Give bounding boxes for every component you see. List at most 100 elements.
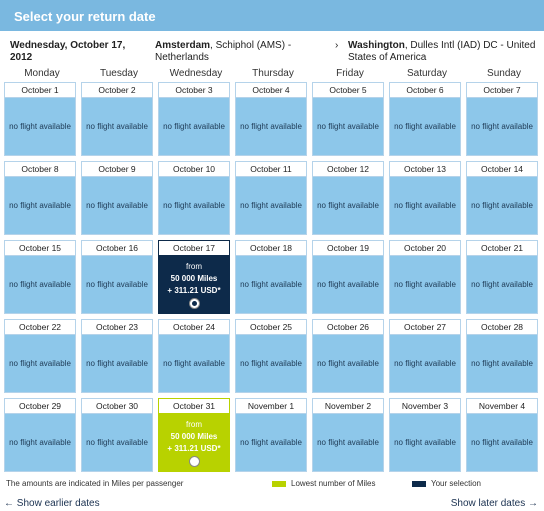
day-cell-body: no flight available: [313, 414, 383, 471]
day-date-label: October 28: [467, 320, 537, 335]
day-cell: October 10 no flight available: [158, 161, 230, 235]
no-flight-label: no flight available: [471, 359, 533, 368]
day-cell: October 12 no flight available: [312, 161, 384, 235]
no-flight-label: no flight available: [394, 359, 456, 368]
day-date-label: October 6: [390, 83, 460, 98]
show-earlier-dates-link[interactable]: ← Show earlier dates: [4, 498, 100, 509]
day-cell-body: no flight available: [5, 414, 75, 471]
fare-price: + 311.21 USD*: [167, 443, 221, 453]
day-cell: October 29 no flight available: [4, 398, 76, 472]
day-cell-body: no flight available: [5, 335, 75, 392]
show-later-dates-label: Show later dates: [450, 498, 526, 509]
no-flight-label: no flight available: [240, 280, 302, 289]
day-cell-body: no flight available: [159, 335, 229, 392]
arrow-left-icon: ←: [4, 498, 14, 509]
weekday-label: Sunday: [487, 68, 521, 79]
fare-miles: 50 000 Miles: [170, 273, 218, 283]
day-cell-body: no flight available: [313, 177, 383, 234]
day-cell: October 24 no flight available: [158, 319, 230, 393]
weekday-label: Saturday: [406, 68, 448, 79]
arrow-right-icon: →: [528, 498, 538, 509]
day-cell-body: no flight available: [236, 414, 306, 471]
day-date-label: October 18: [236, 241, 306, 256]
day-cell: October 16 no flight available: [81, 240, 153, 314]
day-cell-lowest[interactable]: October 31 from 50 000 Miles + 311.21 USD*: [158, 398, 230, 472]
flight-info: Wednesday, October 17, 2012 Amsterdam, S…: [10, 40, 540, 64]
day-date-label: October 16: [82, 241, 152, 256]
day-cell: October 3 no flight available: [158, 82, 230, 156]
day-date-label: October 23: [82, 320, 152, 335]
day-cell-selected[interactable]: October 17 from 50 000 Miles + 311.21 USD*: [158, 240, 230, 314]
day-date-label: October 24: [159, 320, 229, 335]
fare-radio-button[interactable]: [188, 455, 200, 467]
day-date-label: November 4: [467, 399, 537, 414]
lowest-swatch: [272, 480, 286, 487]
calendar-grid: October 1 no flight available October 2 no …: [4, 82, 544, 474]
no-flight-label: no flight available: [394, 438, 456, 447]
no-flight-label: no flight available: [86, 201, 148, 210]
day-cell: October 14 no flight available: [466, 161, 538, 235]
day-cell-body: no flight available: [313, 256, 383, 313]
day-date-label: October 5: [313, 83, 383, 98]
day-date-label: October 12: [313, 162, 383, 177]
day-date-label: October 15: [5, 241, 75, 256]
origin-city: Amsterdam: [155, 40, 211, 51]
legend-selection-label: Your selection: [431, 479, 481, 488]
day-date-label: November 3: [390, 399, 460, 414]
day-cell-body: no flight available: [390, 98, 460, 155]
fare-offer: from 50 000 Miles + 311.21 USD*: [167, 261, 221, 309]
no-flight-label: no flight available: [163, 359, 225, 368]
day-cell: October 22 no flight available: [4, 319, 76, 393]
fare-miles: 50 000 Miles: [170, 431, 218, 441]
no-flight-label: no flight available: [394, 280, 456, 289]
no-flight-label: no flight available: [9, 359, 71, 368]
day-cell-body: no flight available: [390, 177, 460, 234]
day-cell-body: no flight available: [467, 414, 537, 471]
fare-radio-button[interactable]: [188, 297, 200, 309]
day-cell-body: no flight available: [236, 98, 306, 155]
day-cell-body: no flight available: [467, 98, 537, 155]
day-cell: October 1 no flight available: [4, 82, 76, 156]
selection-swatch: [412, 480, 426, 487]
show-later-dates-link[interactable]: Show later dates →: [451, 498, 538, 509]
day-cell: October 23 no flight available: [81, 319, 153, 393]
day-cell: October 2 no flight available: [81, 82, 153, 156]
no-flight-label: no flight available: [86, 359, 148, 368]
no-flight-label: no flight available: [317, 438, 379, 447]
day-cell-body: no flight available: [82, 335, 152, 392]
day-date-label: October 26: [313, 320, 383, 335]
day-cell: October 4 no flight available: [235, 82, 307, 156]
no-flight-label: no flight available: [9, 280, 71, 289]
day-cell: October 9 no flight available: [81, 161, 153, 235]
no-flight-label: no flight available: [240, 438, 302, 447]
no-flight-label: no flight available: [240, 201, 302, 210]
day-cell-body: no flight available: [82, 177, 152, 234]
destination: Washington, Dulles Intl (IAD) DC - Unite…: [348, 40, 538, 64]
no-flight-label: no flight available: [86, 122, 148, 131]
day-cell-body: no flight available: [5, 98, 75, 155]
day-cell-body: no flight available: [236, 177, 306, 234]
day-date-label: October 9: [82, 162, 152, 177]
day-cell: October 27 no flight available: [389, 319, 461, 393]
day-cell: October 11 no flight available: [235, 161, 307, 235]
day-cell: October 13 no flight available: [389, 161, 461, 235]
day-cell: November 2 no flight available: [312, 398, 384, 472]
day-cell-body: no flight available: [82, 98, 152, 155]
day-date-label: October 11: [236, 162, 306, 177]
day-cell: October 26 no flight available: [312, 319, 384, 393]
day-cell-body: no flight available: [467, 256, 537, 313]
day-cell: November 3 no flight available: [389, 398, 461, 472]
day-cell: November 1 no flight available: [235, 398, 307, 472]
day-cell-body: from 50 000 Miles + 311.21 USD*: [159, 256, 229, 313]
day-cell-body: no flight available: [159, 98, 229, 155]
day-cell-body: no flight available: [159, 177, 229, 234]
day-cell: October 15 no flight available: [4, 240, 76, 314]
no-flight-label: no flight available: [394, 201, 456, 210]
day-cell: October 6 no flight available: [389, 82, 461, 156]
day-date-label: October 10: [159, 162, 229, 177]
day-cell-body: no flight available: [467, 335, 537, 392]
fare-price: + 311.21 USD*: [167, 285, 221, 295]
day-cell-body: no flight available: [313, 98, 383, 155]
day-date-label: October 14: [467, 162, 537, 177]
day-date-label: October 29: [5, 399, 75, 414]
